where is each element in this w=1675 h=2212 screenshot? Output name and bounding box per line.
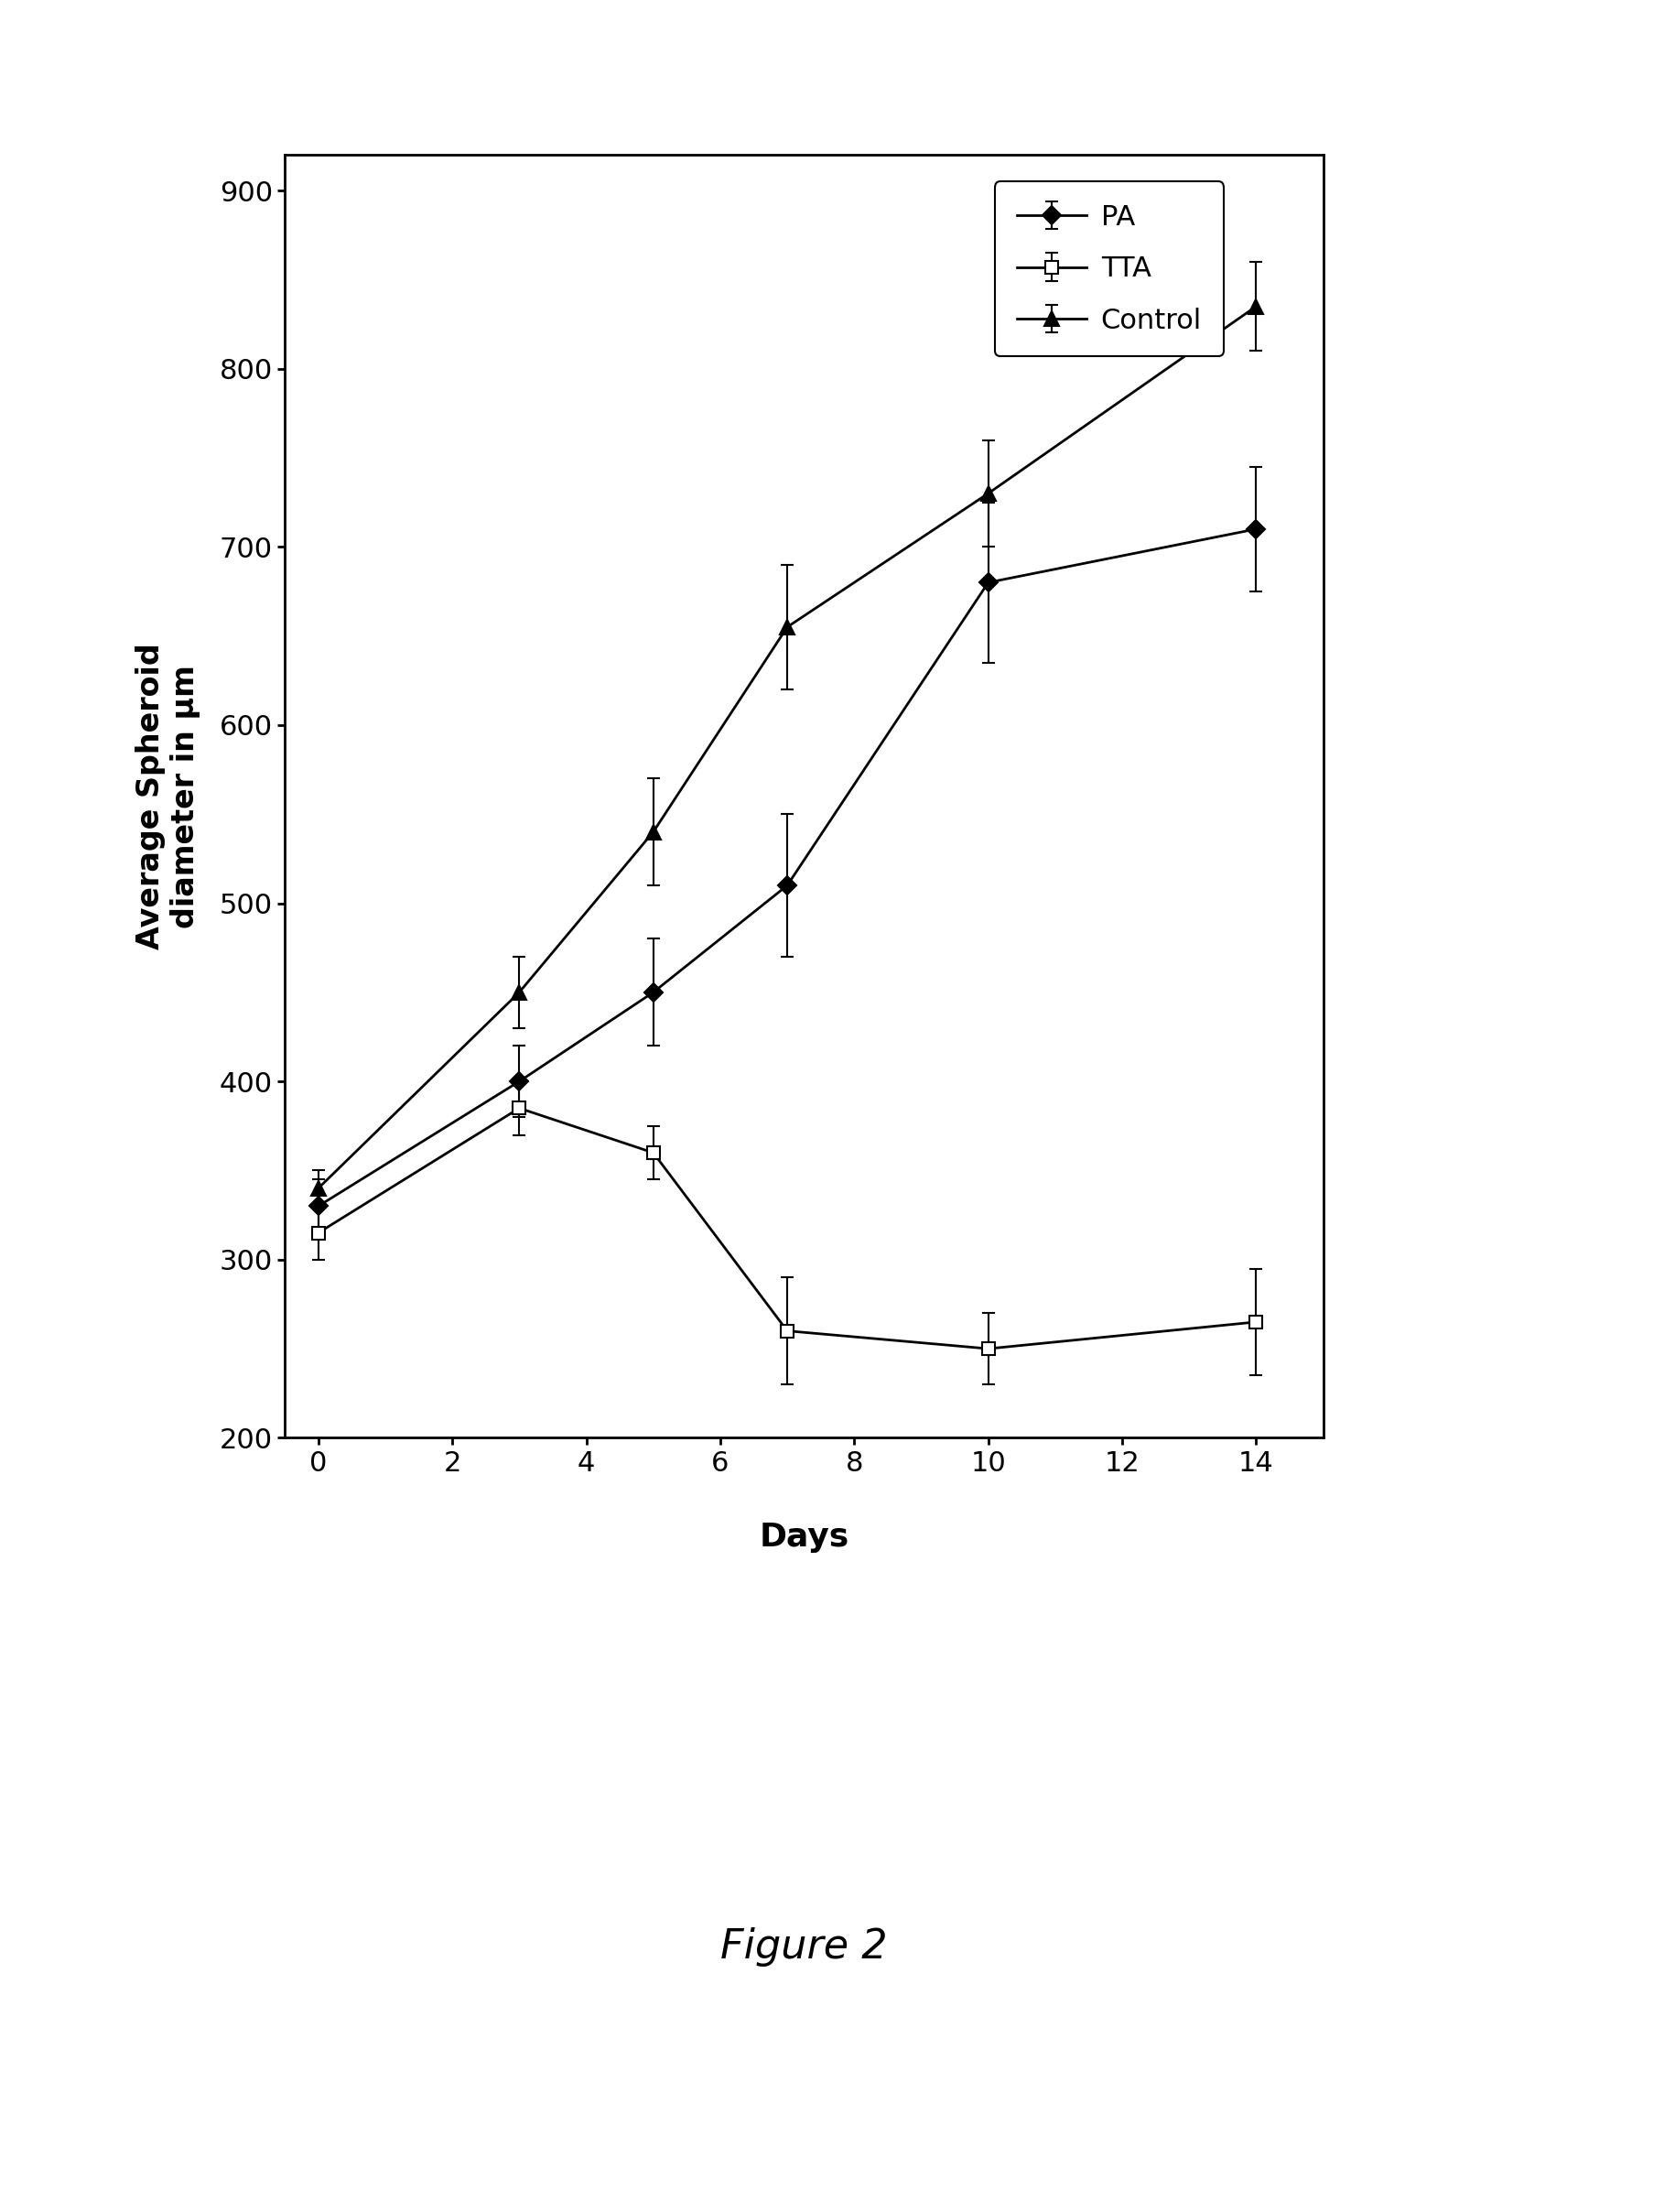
Y-axis label: Average Spheroid
diameter in μm: Average Spheroid diameter in μm bbox=[136, 644, 201, 949]
Legend: PA, TTA, Control: PA, TTA, Control bbox=[995, 181, 1224, 356]
Text: Figure 2: Figure 2 bbox=[720, 1927, 888, 1966]
Text: Days: Days bbox=[759, 1522, 849, 1553]
